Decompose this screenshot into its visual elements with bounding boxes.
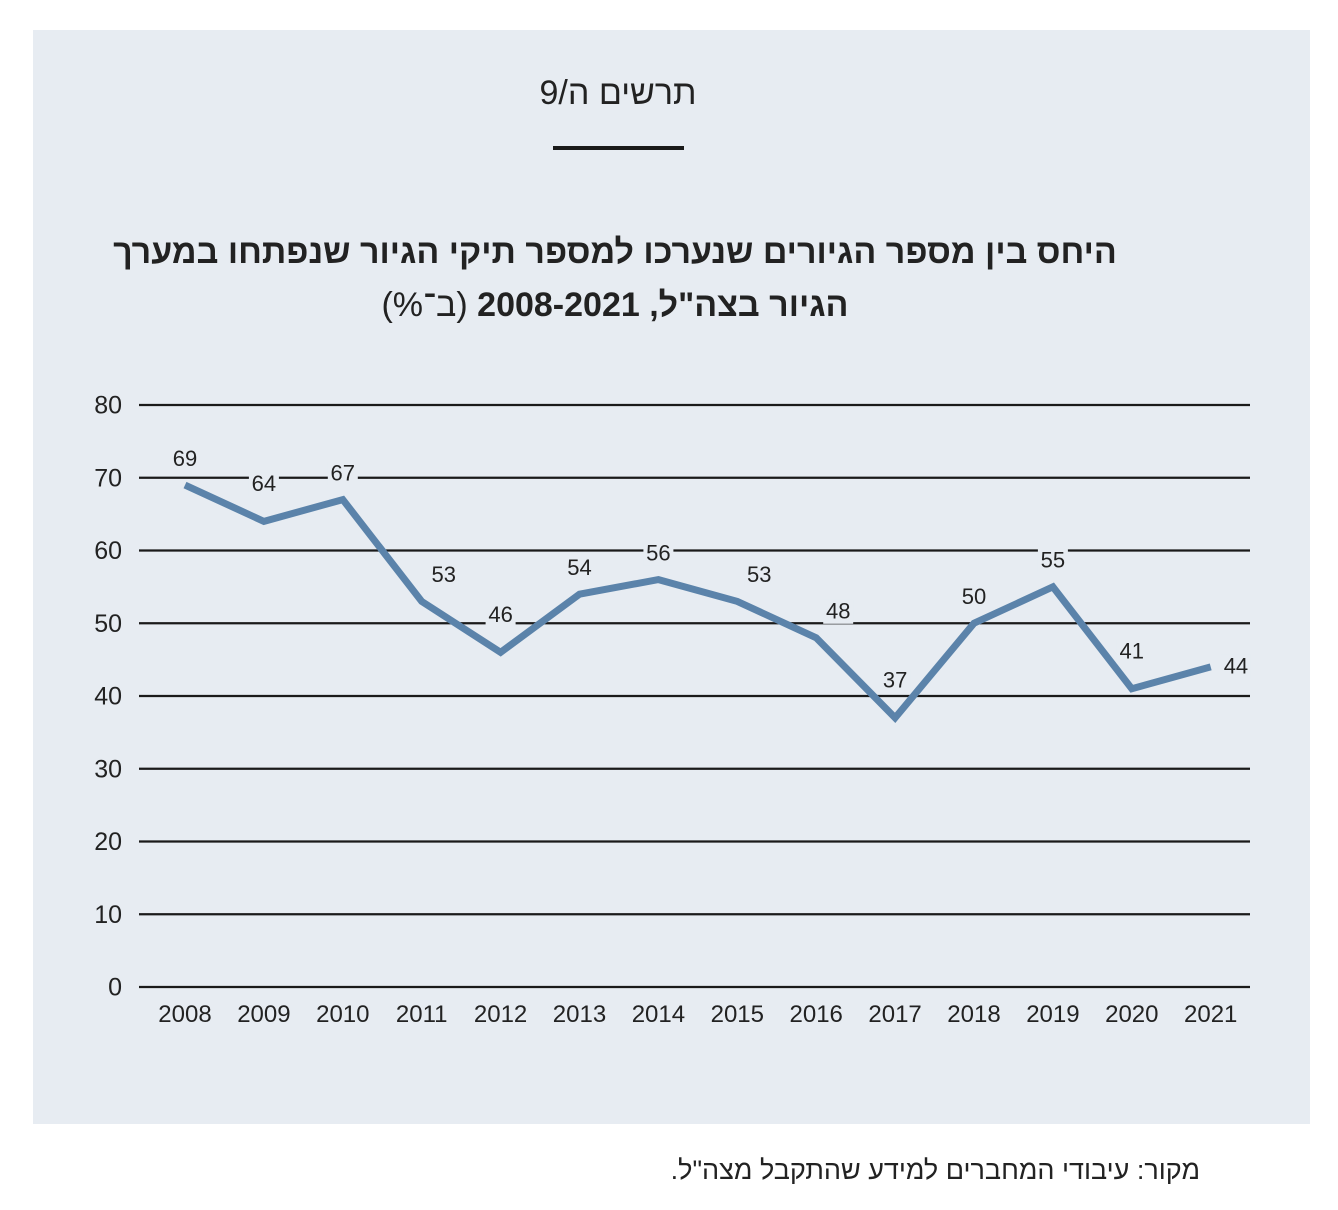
data-label: 48 bbox=[826, 599, 850, 624]
data-label-bg bbox=[428, 563, 459, 588]
x-tick-label: 2017 bbox=[868, 1001, 921, 1028]
data-label: 46 bbox=[488, 602, 512, 627]
y-tick-label: 20 bbox=[94, 828, 122, 856]
data-label-bg bbox=[170, 447, 200, 472]
y-tick-label: 10 bbox=[94, 901, 122, 929]
figure-label: תרשים ה/9 bbox=[539, 74, 697, 112]
x-tick-label: 2014 bbox=[632, 1001, 685, 1028]
x-tick-label: 2016 bbox=[790, 1001, 843, 1028]
data-label-bg bbox=[564, 556, 595, 581]
chart-title-line2-main: הגיור בצה"ל, 2008-2021 bbox=[477, 286, 849, 324]
data-label-bg bbox=[643, 541, 674, 566]
data-label: 64 bbox=[252, 471, 276, 496]
data-label: 44 bbox=[1224, 654, 1248, 679]
data-label: 50 bbox=[962, 584, 986, 609]
y-tick-label: 30 bbox=[94, 755, 122, 783]
y-tick-label: 0 bbox=[108, 974, 122, 1002]
y-tick-label: 50 bbox=[94, 610, 122, 638]
data-label: 67 bbox=[331, 460, 355, 485]
series-lines bbox=[183, 481, 1212, 724]
chart-title-line2: הגיור בצה"ל, 2008-2021 (ב־%) bbox=[70, 279, 1160, 332]
y-axis-ticks: 0 10 20 30 40 50 60 70 80 bbox=[94, 392, 122, 1002]
y-tick-label: 60 bbox=[94, 537, 122, 565]
data-label: 41 bbox=[1120, 639, 1144, 664]
data-label: 37 bbox=[883, 668, 907, 693]
data-label: 69 bbox=[173, 446, 197, 471]
y-tick-label: 40 bbox=[94, 683, 122, 711]
x-tick-label: 2019 bbox=[1026, 1001, 1079, 1028]
data-label-bg bbox=[1220, 654, 1251, 679]
x-tick-label: 2011 bbox=[396, 1001, 448, 1028]
data-label-bg bbox=[1116, 639, 1147, 664]
x-axis-ticks: 2008 2009 2010 2011 2012 2013 2014 2015 2016 2017… bbox=[158, 1001, 1237, 1028]
title-divider bbox=[553, 146, 684, 150]
gridlines bbox=[139, 403, 1250, 989]
x-tick-label: 2015 bbox=[711, 1001, 764, 1028]
x-tick-label: 2018 bbox=[947, 1001, 1000, 1028]
data-label: 53 bbox=[431, 562, 455, 587]
chart-title-unit: (ב־%) bbox=[381, 286, 468, 324]
x-tick-label: 2010 bbox=[316, 1001, 369, 1028]
chart-title-line1: היחס בין מספר הגיורים שנערכו למספר תיקי … bbox=[113, 233, 1117, 271]
data-label-bg bbox=[485, 603, 516, 628]
data-label: 54 bbox=[567, 555, 591, 580]
x-tick-label: 2012 bbox=[474, 1001, 527, 1028]
data-label-bg bbox=[327, 461, 358, 486]
chart-panel bbox=[33, 30, 1310, 1124]
x-tick-label: 2020 bbox=[1105, 1001, 1158, 1028]
data-label: 55 bbox=[1041, 548, 1065, 573]
series-line bbox=[183, 481, 1212, 724]
x-tick-label: 2009 bbox=[237, 1001, 290, 1028]
data-label-bg bbox=[880, 668, 911, 693]
data-label-bg bbox=[248, 472, 279, 497]
y-tick-label: 80 bbox=[94, 392, 122, 420]
data-label-bg bbox=[1037, 548, 1068, 573]
data-label-bg bbox=[823, 599, 854, 624]
x-tick-label: 2021 bbox=[1184, 1001, 1237, 1028]
data-label-bg bbox=[959, 585, 989, 610]
data-labels: 69 64 67 53 46 54 56 53 48 37 50 55 41 44 bbox=[170, 446, 1251, 693]
source-note: מקור: עיבודי המחברים למידע שהתקבל מצה"ל. bbox=[670, 1155, 1200, 1185]
x-tick-label: 2008 bbox=[158, 1001, 211, 1028]
x-tick-label: 2013 bbox=[553, 1001, 606, 1028]
data-label: 53 bbox=[747, 562, 771, 587]
chart-title: היחס בין מספר הגיורים שנערכו למספר תיקי … bbox=[70, 226, 1160, 332]
data-label-bg bbox=[744, 563, 775, 588]
y-tick-label: 70 bbox=[94, 464, 122, 492]
data-label: 56 bbox=[646, 540, 670, 565]
